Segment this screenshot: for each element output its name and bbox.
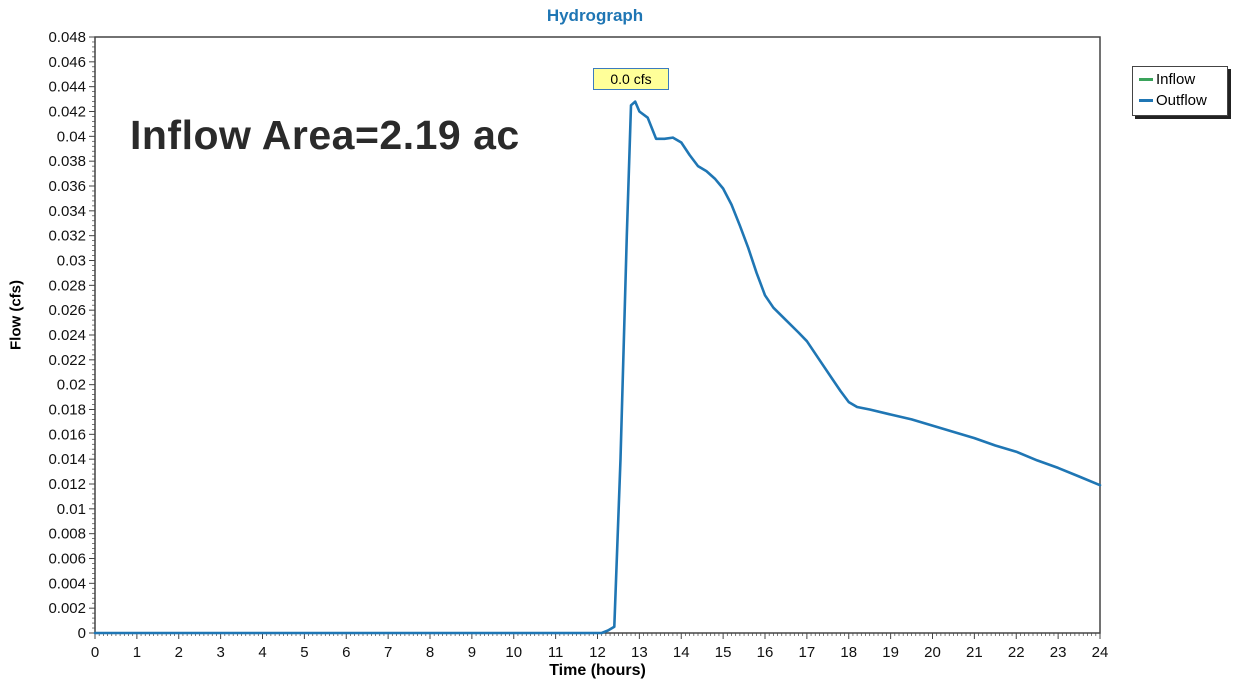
x-tick-label: 24 xyxy=(1092,644,1109,661)
y-tick-label: 0.024 xyxy=(48,327,86,344)
x-tick-label: 18 xyxy=(840,644,857,661)
x-tick-label: 22 xyxy=(1008,644,1025,661)
series-line-outflow xyxy=(93,100,1102,635)
x-axis-ticks: 0 1 2 3 4 5 6 7 8 9 10 11 12 13 14 15 16 17 18 19 20 21 22 23 24 xyxy=(91,633,1109,661)
x-tick-label: 20 xyxy=(924,644,941,661)
y-tick-label: 0.036 xyxy=(48,178,86,195)
y-tick-label: 0.006 xyxy=(48,551,86,568)
y-axis-ticks: 0 0.002 0.004 0.006 0.008 0.01 0.012 0.014 0.016… xyxy=(48,29,95,642)
legend-swatch-outflow xyxy=(1139,99,1153,102)
legend-item-outflow: Outflow xyxy=(1133,90,1227,111)
x-tick-label: 14 xyxy=(673,644,690,661)
x-axis-label: Time (hours) xyxy=(549,662,646,679)
y-tick-label: 0.02 xyxy=(57,377,86,394)
chart-title: Hydrograph xyxy=(546,6,644,25)
y-tick-label: 0.038 xyxy=(48,153,86,170)
x-tick-label: 7 xyxy=(384,644,392,661)
y-tick-label: 0.03 xyxy=(57,253,86,270)
y-tick-label: 0.04 xyxy=(57,128,86,145)
y-tick-label: 0.032 xyxy=(48,228,86,245)
y-tick-label: 0.046 xyxy=(48,54,86,71)
x-tick-label: 12 xyxy=(589,644,606,661)
x-tick-label: 19 xyxy=(882,644,899,661)
y-tick-label: 0.018 xyxy=(48,402,86,419)
x-tick-label: 1 xyxy=(133,644,141,661)
x-tick-label: 10 xyxy=(505,644,522,661)
series-lines xyxy=(93,100,1102,635)
peak-flow-label: 0.0 cfs xyxy=(593,68,669,90)
y-tick-label: 0.048 xyxy=(48,29,86,46)
y-tick-label: 0.028 xyxy=(48,277,86,294)
x-tick-label: 9 xyxy=(468,644,476,661)
legend-swatch-inflow xyxy=(1139,78,1153,81)
y-tick-label: 0.008 xyxy=(48,526,86,543)
x-tick-label: 16 xyxy=(757,644,774,661)
x-tick-label: 4 xyxy=(258,644,266,661)
x-tick-label: 23 xyxy=(1050,644,1067,661)
y-tick-label: 0.012 xyxy=(48,476,86,493)
plot-area xyxy=(94,36,1101,634)
y-tick-label: 0.01 xyxy=(57,501,86,518)
y-tick-label: 0.034 xyxy=(48,203,86,220)
y-tick-label: 0.004 xyxy=(48,575,86,592)
x-tick-label: 5 xyxy=(300,644,308,661)
y-tick-label: 0.014 xyxy=(48,451,86,468)
y-tick-label: 0.044 xyxy=(48,79,86,96)
x-tick-label: 8 xyxy=(426,644,434,661)
x-tick-label: 17 xyxy=(799,644,816,661)
legend-item-inflow: Inflow xyxy=(1133,69,1227,90)
x-tick-label: 0 xyxy=(91,644,99,661)
y-tick-label: 0.016 xyxy=(48,426,86,443)
x-tick-label: 11 xyxy=(548,644,564,661)
legend-label-outflow: Outflow xyxy=(1156,92,1207,109)
x-tick-label: 13 xyxy=(631,644,648,661)
x-tick-label: 15 xyxy=(715,644,732,661)
y-tick-label: 0.026 xyxy=(48,302,86,319)
y-tick-label: 0.042 xyxy=(48,104,86,121)
y-tick-label: 0.022 xyxy=(48,352,86,369)
y-axis-label: Flow (cfs) xyxy=(7,280,25,350)
x-tick-label: 21 xyxy=(966,644,983,661)
inflow-area-annotation: Inflow Area=2.19 ac xyxy=(130,112,520,158)
legend-label-inflow: Inflow xyxy=(1156,71,1196,88)
x-tick-label: 6 xyxy=(342,644,350,661)
x-tick-label: 3 xyxy=(216,644,224,661)
y-tick-label: 0 xyxy=(78,625,86,642)
y-tick-label: 0.002 xyxy=(48,600,86,617)
chart-legend: Inflow Outflow xyxy=(1132,66,1228,116)
x-tick-label: 2 xyxy=(175,644,183,661)
